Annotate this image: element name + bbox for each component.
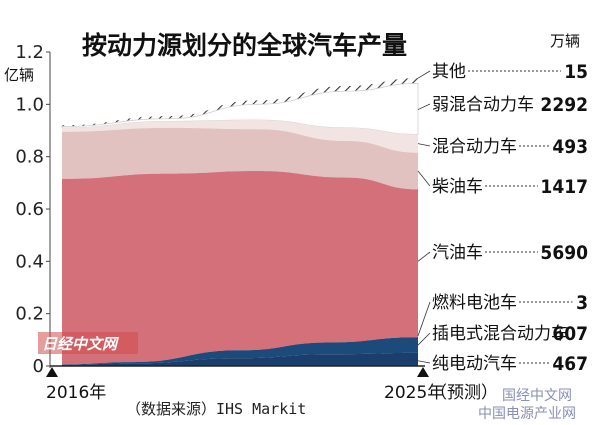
- connector-mild-hybrid: [417, 103, 431, 110]
- series-label-diesel: 柴油车: [432, 177, 483, 197]
- series-value-mild-hybrid: 2292: [540, 94, 588, 116]
- series-value-other: 15: [564, 61, 588, 83]
- series-label-mild-hybrid: 弱混合动力车: [432, 95, 534, 115]
- y-tick-label: 1.0: [15, 94, 44, 115]
- x-label-2016: 2016年: [46, 383, 106, 403]
- series-value-fuel-cell: 3: [576, 292, 588, 314]
- y-tick-label: 0.8: [15, 147, 44, 168]
- series-labels: 其他 15 弱混合动力车 2292 混合动力车 493 柴油车 1417 汽油车 5690 燃料电池…: [417, 61, 588, 375]
- connector-gasoline: [417, 251, 431, 262]
- x-marker-2016: [46, 367, 58, 377]
- series-value-gasoline: 5690: [540, 242, 588, 264]
- series-label-gasoline: 汽油车: [432, 243, 483, 263]
- y-axis: 0 0.2 0.4 0.6 0.8 1.0 1.2: [15, 42, 50, 377]
- series-label-hybrid: 混合动力车: [432, 137, 517, 157]
- connector-other: [417, 70, 431, 79]
- source-note: （数据来源）IHS Markit: [126, 400, 306, 418]
- area-diesel: [62, 127, 418, 190]
- watermark-right-bottom: 中国电源产业网: [478, 406, 576, 422]
- watermark-left: 日经中文网: [42, 335, 120, 353]
- area-mild-hybrid: [61, 82, 419, 135]
- connector-fuel-cell: [417, 301, 431, 337]
- y-axis-label: 亿辆: [4, 66, 34, 84]
- series-label-ev: 纯电动汽车: [432, 354, 517, 374]
- series-value-hybrid: 493: [552, 136, 588, 158]
- series-value-phev: 607: [552, 323, 588, 345]
- x-label-forecast: （预测）: [430, 383, 498, 403]
- series-label-fuel-cell: 燃料电池车: [432, 293, 517, 313]
- series-value-diesel: 1417: [540, 176, 588, 198]
- y-tick-label: 1.2: [15, 42, 44, 63]
- y-tick-label: 0: [33, 356, 44, 377]
- watermark-left-bg: [38, 332, 138, 354]
- area-phev: [62, 337, 418, 365]
- series-label-other: 其他: [432, 62, 466, 82]
- connector-phev: [417, 332, 431, 346]
- x-marker-2025: [417, 367, 429, 377]
- y-tick-label: 0.2: [15, 304, 44, 325]
- y-tick-label: 0.6: [15, 199, 44, 220]
- area-ev: [62, 352, 418, 366]
- area-other: [62, 78, 418, 127]
- connector-hybrid: [417, 143, 431, 147]
- connector-diesel: [417, 170, 431, 187]
- series-value-ev: 467: [552, 353, 588, 375]
- chart-title: 按动力源划分的全球汽车产量: [82, 31, 407, 60]
- connector-ev: [417, 360, 431, 364]
- series-label-phev: 插电式混合动力车: [432, 324, 568, 344]
- watermark-right-top: 国经中文网: [502, 388, 572, 404]
- area-series-group: [61, 78, 419, 366]
- y-tick-label: 0.4: [15, 251, 44, 272]
- x-label-2025: 2025年: [384, 383, 444, 403]
- area-hybrid: [62, 120, 418, 153]
- area-gasoline: [62, 171, 418, 365]
- value-unit-label: 万辆: [550, 32, 580, 50]
